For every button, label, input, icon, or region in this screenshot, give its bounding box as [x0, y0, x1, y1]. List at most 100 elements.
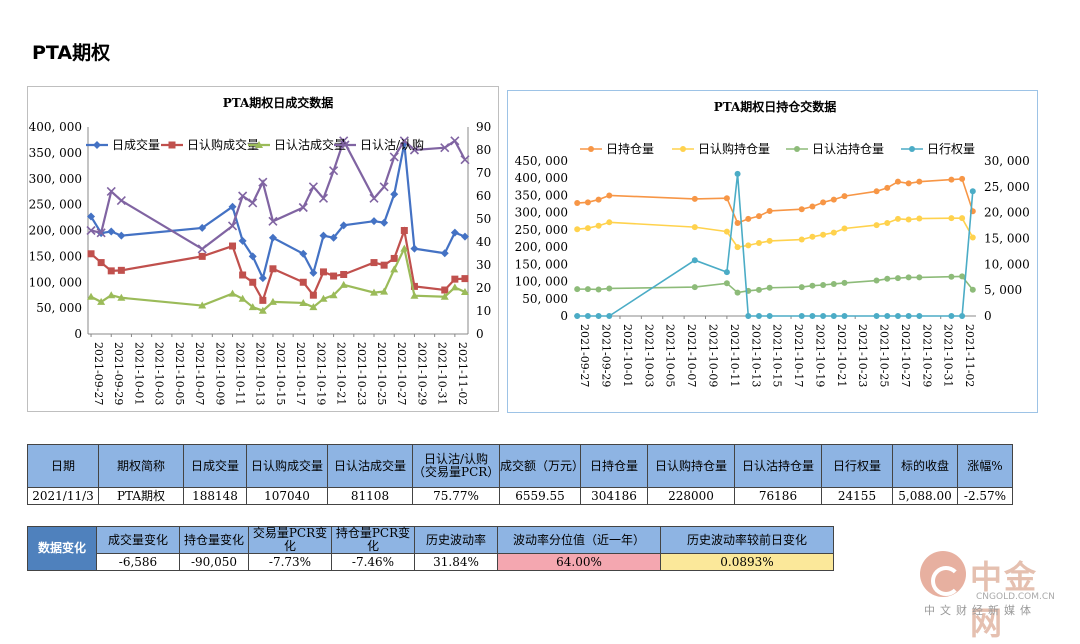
legend-label: 日认购持仓量: [698, 141, 770, 156]
data-point: [390, 190, 399, 199]
data-point: [107, 291, 116, 299]
data-point: [884, 275, 891, 282]
series-line-oi-2: [577, 275, 974, 294]
data-point: [319, 231, 328, 240]
chart-daily-volume: PTA期权日成交数据 0 50, 000 100, 000 150, 000 200, 0…: [27, 86, 499, 412]
t2-value-cell: 0.0893%: [660, 553, 834, 571]
x-tick-label: 2021-10-19: [813, 324, 826, 387]
data-point: [410, 291, 419, 299]
data-point: [745, 242, 752, 249]
y2-tick-label: 5, 000: [984, 283, 1022, 297]
data-point: [87, 250, 95, 258]
data-point: [248, 252, 257, 261]
y2-tick-label: 0: [476, 327, 484, 341]
data-point: [238, 236, 247, 245]
data-point: [755, 239, 762, 246]
x-tick-label: 2021-10-13: [254, 342, 267, 405]
t2-value-cell: 64.00%: [497, 553, 661, 571]
legend-marker: [340, 140, 350, 150]
data-point: [107, 227, 116, 236]
data-point: [380, 218, 389, 227]
t2-row-label: 数据变化: [27, 526, 97, 571]
data-point: [584, 225, 591, 232]
y2-tick-label: 40: [476, 235, 491, 249]
x-tick-label: 2021-10-21: [335, 342, 348, 405]
data-point: [820, 199, 827, 206]
x-tick-label: 2021-10-19: [314, 342, 327, 405]
data-point: [460, 288, 469, 296]
y2-tick-label: 15, 000: [984, 232, 1030, 246]
data-point: [400, 244, 409, 252]
data-point: [755, 313, 762, 319]
data-point: [809, 313, 816, 319]
t2-header-cell: 持仓量PCR变化: [331, 526, 415, 554]
data-point: [606, 313, 613, 319]
x-tick-label: 2021-10-23: [355, 342, 368, 405]
data-point: [894, 178, 901, 185]
x-tick-label: 2021-10-21: [835, 324, 848, 387]
data-point: [258, 177, 268, 187]
y-tick-label: 350, 000: [515, 188, 568, 202]
data-point: [723, 269, 730, 276]
t1-header-cell: 涨幅%: [957, 444, 1013, 488]
data-point: [595, 222, 602, 229]
data-point: [959, 313, 966, 319]
y-tick-label: 400, 000: [515, 171, 568, 185]
page-title: PTA期权: [32, 42, 111, 64]
t1-header-cell: 期权简称: [98, 444, 184, 488]
data-point: [948, 215, 955, 222]
data-point: [723, 195, 730, 202]
data-point: [330, 272, 338, 280]
data-point: [198, 252, 206, 260]
data-point: [249, 278, 257, 286]
y-tick-label: 50, 000: [36, 301, 82, 315]
data-point: [798, 284, 805, 291]
x-tick-label: 2021-11-02: [456, 342, 469, 405]
legend-marker: [794, 146, 800, 152]
data-point: [798, 206, 805, 213]
legend-label: 日认沽持仓量: [812, 141, 884, 156]
data-point: [86, 225, 96, 236]
data-point: [841, 279, 848, 286]
y-tick-label: 100, 000: [515, 275, 568, 289]
t1-value-cell: 6559.55: [499, 487, 581, 505]
t1-header-cell: 日认购持仓量: [647, 444, 735, 488]
y-tick-label: 300, 000: [29, 172, 82, 186]
data-point: [440, 249, 449, 258]
data-point: [830, 280, 837, 287]
data-point: [450, 283, 459, 291]
legend-marker: [93, 141, 101, 149]
data-point: [399, 136, 409, 146]
data-point: [809, 233, 816, 240]
legend-marker: [255, 141, 263, 148]
data-point: [369, 193, 379, 203]
x-tick-label: 2021-10-01: [132, 342, 145, 405]
data-point: [228, 202, 237, 211]
data-point: [318, 193, 329, 203]
data-point: [380, 287, 389, 295]
y2-tick-label: 90: [476, 120, 491, 134]
data-point: [969, 234, 976, 241]
t1-value-cell: 76186: [734, 487, 822, 505]
t2-header-cell: 历史波动率: [414, 526, 498, 554]
y-tick-label: 150, 000: [515, 257, 568, 271]
t1-header-cell: 日持仓量: [580, 444, 648, 488]
chart-daily-open-interest-svg: PTA期权日持仓交数据 0 50, 000 100, 000 150, 000 200, …: [515, 99, 1030, 387]
data-point: [309, 303, 318, 311]
data-point: [745, 313, 752, 319]
data-point: [339, 280, 348, 288]
data-point: [841, 225, 848, 232]
t2-value-cell: -90,050: [179, 553, 249, 571]
data-point: [299, 298, 308, 306]
t1-header-cell: 日认沽/认购（交易量PCR）: [412, 444, 500, 488]
data-point: [227, 221, 238, 231]
legend-marker: [168, 141, 176, 149]
data-point: [894, 275, 901, 282]
data-point: [87, 292, 96, 300]
y2-tick-label: 0: [984, 309, 992, 323]
x-tick-label: 2021-10-29: [415, 342, 428, 405]
data-point: [606, 219, 613, 226]
x-tick-label: 2021-10-07: [685, 324, 698, 387]
data-point: [830, 313, 837, 319]
data-point: [116, 196, 126, 206]
